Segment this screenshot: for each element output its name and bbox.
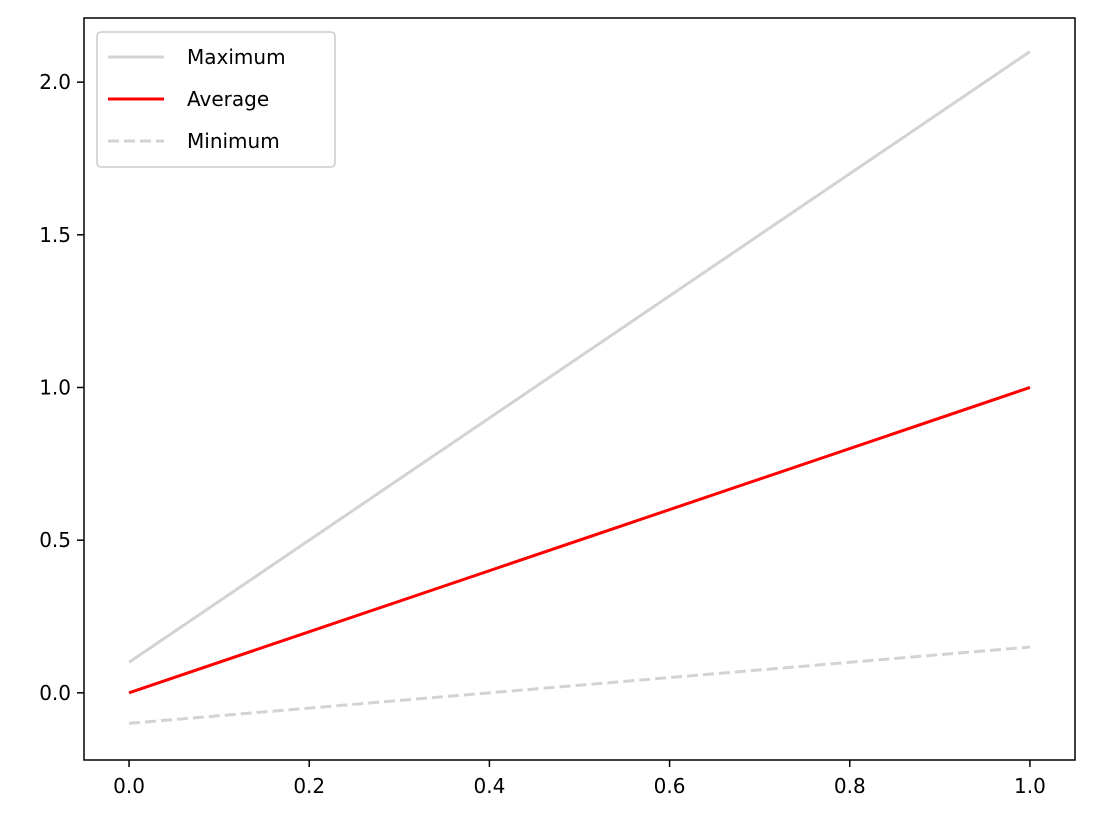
x-tick-label: 0.8: [834, 774, 866, 798]
legend-box: [96, 31, 336, 168]
series-layer: [128, 50, 1031, 725]
y-axis: 0.0 0.5 1.0 1.5 2.0: [39, 70, 84, 705]
y-tick-label: 0.0: [39, 681, 71, 705]
legend-label-maximum: Maximum: [187, 45, 286, 69]
y-tick-label: 1.5: [39, 223, 71, 247]
y-tick-label: 0.5: [39, 528, 71, 552]
legend: Maximum Average Minimum: [96, 31, 336, 168]
x-tick-label: 0.6: [654, 774, 686, 798]
plot-frame: [83, 17, 1076, 761]
series-line-average: [128, 386, 1031, 695]
x-tick-label: 1.0: [1014, 774, 1046, 798]
y-tick-label: 1.0: [39, 375, 71, 399]
x-tick-label: 0.0: [113, 774, 145, 798]
x-axis: 0.0 0.2 0.4 0.6 0.8 1.0: [113, 760, 1046, 798]
x-tick-label: 0.2: [293, 774, 325, 798]
series-line-minimum: [128, 645, 1031, 725]
x-tick-label: 0.4: [474, 774, 506, 798]
legend-label-average: Average: [187, 87, 269, 111]
y-tick-label: 2.0: [39, 70, 71, 94]
series-line-maximum: [128, 50, 1031, 664]
legend-label-minimum: Minimum: [187, 129, 280, 153]
